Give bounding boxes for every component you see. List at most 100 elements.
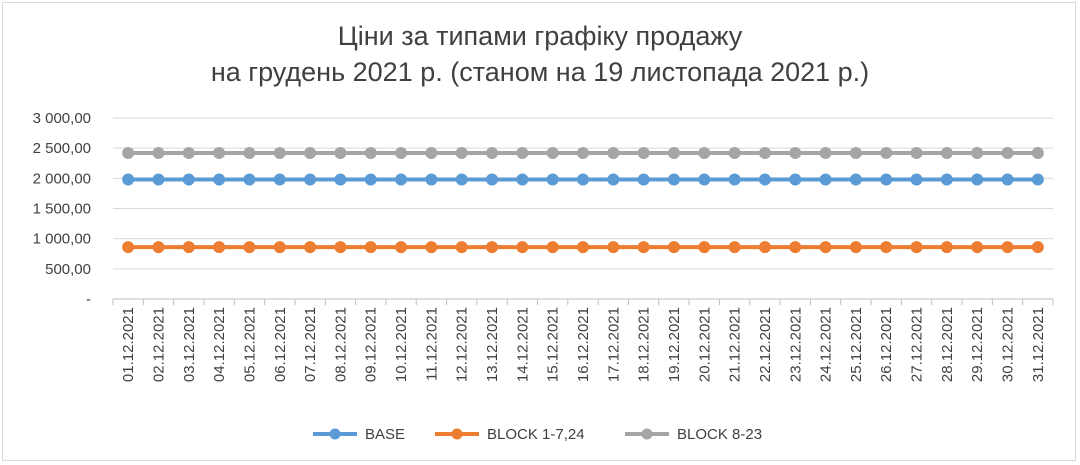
data-point [546,173,559,186]
chart-title-line2: на грудень 2021 р. (станом на 19 листопа… [210,57,870,87]
x-tick-label: 17.12.2021 [605,307,622,382]
y-axis: - 500,00 1 000,00 1 500,00 2 000,00 2 500,00 3… [33,110,91,308]
y-tick-label: 1 000,00 [33,231,91,248]
data-point [334,241,347,254]
data-point [910,173,923,186]
data-point [213,146,226,159]
data-point [758,241,771,254]
data-point [304,146,317,159]
y-tick-label: - [86,291,91,308]
y-tick-label: 1 500,00 [33,201,91,218]
x-tick-label: 20.12.2021 [696,307,713,382]
data-point [607,241,620,254]
x-tick-label: 23.12.2021 [787,307,804,382]
data-point [667,173,680,186]
data-point [728,146,741,159]
data-point [1001,241,1014,254]
data-point [364,173,377,186]
data-point [758,146,771,159]
data-point [577,173,589,186]
x-tick-label: 09.12.2021 [363,307,380,382]
data-point [607,146,620,159]
data-point [728,241,741,254]
data-point [546,146,559,159]
x-tick-label: 12.12.2021 [454,307,471,382]
data-point [425,173,438,186]
data-point [455,146,468,159]
x-tick-label: 26.12.2021 [878,307,895,382]
x-tick-label: 08.12.2021 [332,307,349,382]
x-tick-label: 06.12.2021 [272,307,289,382]
x-tick-label: 02.12.2021 [150,307,167,382]
data-point [334,146,347,159]
data-point [910,241,923,254]
data-point [122,241,135,254]
data-point [304,241,317,254]
chart-title: Ціни за типами графіку продажу на груден… [0,18,1080,90]
data-point [849,146,862,159]
data-point [122,146,135,159]
data-point [122,173,135,186]
data-point [395,146,408,159]
data-point [152,241,165,254]
data-point [880,173,893,186]
y-tick-label: 3 000,00 [33,110,91,127]
x-tick-label: 05.12.2021 [241,307,258,382]
data-point [395,173,408,186]
data-point [910,146,923,159]
data-point [182,173,195,186]
data-point [577,146,589,159]
data-point [243,173,256,186]
x-tick-label: 15.12.2021 [545,307,562,382]
data-point [273,241,286,254]
data-point [243,146,256,159]
data-point [486,146,499,159]
legend-label: BLOCK 8-23 [677,426,762,443]
data-point [1031,241,1044,254]
data-point [880,146,893,159]
data-point [1001,173,1014,186]
data-point [1031,146,1044,159]
y-tick-label: 2 000,00 [33,170,91,187]
data-point [849,173,862,186]
x-tick-label: 28.12.2021 [939,307,956,382]
x-tick-label: 01.12.2021 [120,307,137,382]
data-point [758,173,771,186]
data-point [546,241,559,254]
data-point [819,173,832,186]
data-point [789,173,802,186]
data-point [667,241,680,254]
data-point [364,146,377,159]
data-point [455,241,468,254]
x-tick-label: 24.12.2021 [818,307,835,382]
legend-label: BLOCK 1-7,24 [487,426,585,443]
series-group [122,146,1044,254]
x-axis: 01.12.2021 02.12.2021 03.12.2021 04.12.2021… [112,298,1054,382]
data-point [425,146,438,159]
data-point [1031,173,1044,186]
data-point [940,173,953,186]
data-point [364,241,377,254]
data-point [334,173,347,186]
x-tick-label: 10.12.2021 [393,307,410,382]
data-point [182,146,195,159]
data-point [1001,146,1014,159]
data-point [819,241,832,254]
data-point [940,241,953,254]
data-point [516,241,529,254]
legend-marker [451,428,463,440]
data-point [425,241,438,254]
data-point [516,146,529,159]
x-tick-label: 31.12.2021 [1030,307,1047,382]
data-point [273,146,286,159]
x-tick-label: 07.12.2021 [302,307,319,382]
data-point [152,146,165,159]
y-tick-label: 500,00 [45,261,91,278]
data-point [607,173,620,186]
data-point [789,146,802,159]
data-point [971,241,984,254]
x-tick-label: 30.12.2021 [1000,307,1017,382]
data-point [971,146,984,159]
